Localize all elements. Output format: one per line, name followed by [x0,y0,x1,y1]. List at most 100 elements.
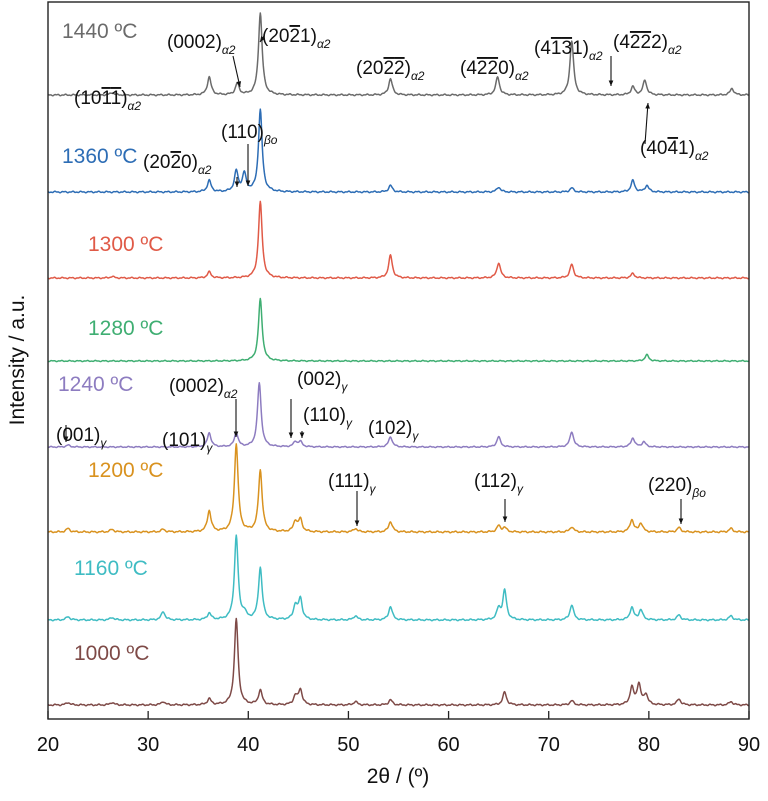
index-text: (0002) [167,32,222,53]
index-text: 0) [498,58,515,79]
index-text: (4 [460,58,477,79]
index-text: (111) [328,471,370,492]
overbar-digit: 2 [477,58,488,79]
peak-arrowhead [502,516,508,522]
peak-annotation: (001)γ [56,425,107,450]
index-text: 2) [651,32,668,53]
overbar-digit: 2 [630,32,641,53]
index-text: (110) [303,405,346,426]
phase-subscript: α2 [589,49,603,63]
x-tick-label: 40 [237,734,259,756]
overbar-digit: 3 [561,38,572,59]
index-text: (101) [162,430,206,451]
index-text: (110) [221,122,264,143]
index-text: (40 [640,138,667,159]
index-text: (001) [56,425,100,446]
phase-subscript: α2 [198,163,212,177]
overbar-digit: 2 [170,152,181,173]
peak-arrow [644,102,649,145]
overbar-digit: 1 [111,88,122,109]
x-axis-ticks: 20 30 40 50 60 70 80 90 [37,711,760,756]
phase-subscript: α2 [222,43,236,57]
x-axis-title: 2θ / (º) [367,765,430,788]
overbar-digit: 4 [667,138,678,159]
phase-subscript: α2 [128,99,142,113]
index-text: ) [405,58,411,79]
index-text: (112) [474,471,517,492]
phase-subscript: α2 [411,69,425,83]
index-text: (20 [262,26,289,47]
peak-arrowhead [63,436,69,442]
peak-arrowhead [288,432,294,438]
index-text: (10 [74,88,101,109]
phase-subscript: α2 [317,37,331,51]
phase-subscript: γ [412,429,419,443]
index-text: ) [121,88,127,109]
index-text: (0002) [169,376,224,397]
peak-annotation: (2022)α2 [356,58,425,83]
x-tick-label: 70 [538,734,560,756]
peak-annotation: (0002)α2 [169,376,238,401]
phase-subscript: γ [517,482,524,496]
peak-arrowhead [236,81,242,87]
phase-subscript: γ [206,441,213,455]
temperature-label: 1240 ºC [58,373,133,396]
peak-arrowhead [354,520,360,526]
phase-subscript: α2 [668,43,682,57]
peak-annotation: (101)γ [162,430,213,455]
peak-annotation: (0002)α2 [167,32,236,57]
phase-subscript: γ [341,380,348,394]
peak-arrowhead [260,36,266,42]
peak-arrowhead [233,431,239,437]
overbar-digit: 2 [394,58,405,79]
phase-subscript: γ [100,436,107,450]
overbar-digit: 2 [289,26,300,47]
index-text: 1) [678,138,695,159]
peak-annotation: (112)γ [474,471,524,496]
temperature-label: 1280 ºC [88,317,163,340]
xrd-trace-1160 [47,534,750,622]
index-text: (20 [356,58,383,79]
peak-annotation: (111)γ [328,471,377,496]
peak-annotation: (4222)α2 [613,32,682,57]
index-text: (4 [534,38,551,59]
peak-arrowhead [299,432,305,438]
index-text: (102) [368,418,412,439]
index-text: (4 [613,32,630,53]
overbar-digit: 2 [487,58,498,79]
peak-arrowhead [645,103,650,109]
phase-subscript: α2 [224,387,238,401]
temperature-label: 1440 ºC [62,20,137,43]
peak-annotation: (2021)α2 [262,26,331,51]
temperature-label: 1160 ºC [74,557,148,580]
y-axis-title: Intensity / a.u. [6,295,29,426]
index-text: 0) [181,152,198,173]
x-tick-label: 60 [437,734,459,756]
peak-annotation: (002)γ [297,369,348,394]
phase-subscript: γ [346,416,353,430]
phase-subscript: βo [691,486,706,500]
index-text: (20 [143,152,170,173]
peak-annotation: (220)βo [648,475,706,500]
peak-annotation: (110)βo [221,122,278,147]
peak-annotation: (4220)α2 [460,58,529,83]
overbar-digit: 2 [383,58,394,79]
peak-annotation: (4131)α2 [534,38,603,63]
xrd-trace-1240 [47,382,750,449]
temperature-label: 1360 ºC [62,145,137,168]
phase-subscript: γ [370,482,377,496]
index-text: (220) [648,475,692,496]
phase-subscript: α2 [515,69,529,83]
xrd-trace-1280 [47,297,750,363]
x-tick-label: 50 [337,734,359,756]
phase-subscript: α2 [695,149,709,163]
peak-annotations: (1011)α2(0002)α2(2021)α2(2022)α2 (4220)α2… [56,26,709,526]
index-text: (002) [297,369,341,390]
temperature-labels: 1440 ºC 1360 ºC 1300 ºC 1280 ºC 1240 ºC 1200 … [58,20,163,665]
xrd-trace-1360 [47,108,750,194]
peak-annotation: (1011)α2 [74,88,141,113]
xrd-trace-1200 [47,443,750,534]
phase-subscript: βo [263,133,278,147]
overbar-digit: 2 [640,32,651,53]
